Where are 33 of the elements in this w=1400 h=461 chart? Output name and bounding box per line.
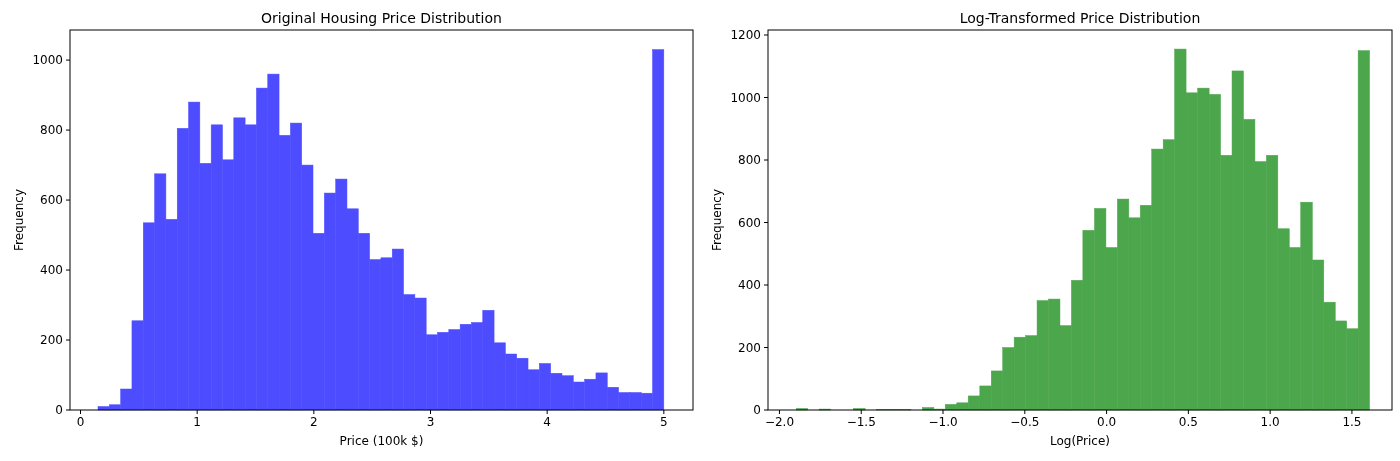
x-tick-label: 0.0 — [1097, 415, 1117, 429]
y-tick-label: 800 — [738, 153, 761, 167]
x-tick-label: −2.0 — [764, 415, 795, 429]
x-axis-title: Log(Price) — [1049, 434, 1111, 448]
y-tick-label: 400 — [738, 278, 761, 292]
y-tick-label: 1200 — [730, 28, 761, 42]
y-tick-label: 600 — [40, 193, 63, 208]
x-tick-label: −1.0 — [928, 415, 958, 429]
x-tick-label: 4 — [543, 415, 551, 429]
x-tick-label: 1.0 — [1260, 415, 1280, 429]
y-tick-label: 200 — [40, 333, 63, 348]
y-tick-label: 400 — [40, 263, 63, 278]
chart-title: Original Housing Price Distribution — [261, 10, 502, 26]
x-tick-label: 0.5 — [1178, 415, 1198, 429]
x-axis-title: Price (100k $) — [339, 434, 424, 448]
y-axis-title: Frequency — [710, 189, 724, 251]
x-tick-label: 1.5 — [1342, 415, 1362, 429]
chart-title: Log-Transformed Price Distribution — [959, 10, 1201, 26]
y-tick-label: 800 — [40, 123, 63, 138]
y-tick-label: 1000 — [730, 90, 761, 105]
x-tick-label: −1.5 — [846, 415, 876, 429]
y-tick-label: 0 — [753, 403, 761, 417]
y-tick-label: 1000 — [32, 53, 63, 68]
x-tick-label: 3 — [426, 415, 435, 429]
y-tick-label: 0 — [55, 403, 63, 417]
y-axis-title: Frequency — [12, 189, 26, 251]
y-tick-label: 600 — [738, 215, 761, 230]
x-tick-label: 1 — [193, 415, 201, 429]
y-tick-label: 200 — [738, 340, 761, 355]
x-tick-label: −0.5 — [1010, 415, 1040, 429]
x-tick-label: 2 — [310, 415, 318, 429]
x-tick-label: 5 — [660, 415, 668, 429]
x-tick-label: 0 — [76, 415, 85, 429]
